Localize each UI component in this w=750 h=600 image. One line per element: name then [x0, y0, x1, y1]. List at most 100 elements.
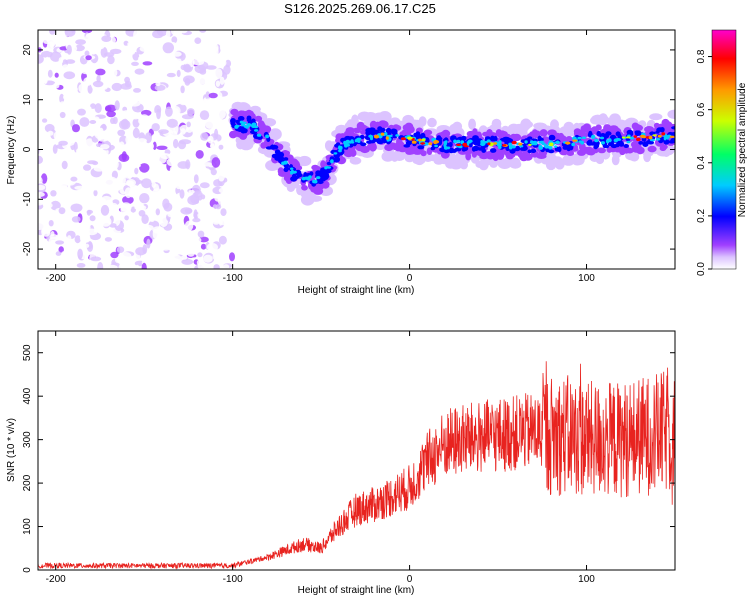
- spectrogram-marks: [38, 30, 675, 269]
- snr-frame: [37, 330, 676, 571]
- noise-blob: [169, 165, 178, 174]
- noise-blob: [38, 250, 50, 256]
- noise-blob: [38, 54, 44, 64]
- ridge-blob: [591, 134, 596, 140]
- ridge-blob: [317, 180, 324, 185]
- ridge-blob: [355, 144, 366, 152]
- noise-blob: [209, 143, 215, 149]
- ridge-peak: [511, 140, 517, 145]
- noise-blob: [70, 176, 78, 182]
- ridge-blob: [335, 124, 348, 135]
- ridge-blob: [586, 146, 593, 153]
- ridge-blob: [376, 140, 384, 145]
- noise-blob: [180, 85, 185, 94]
- noise-blob: [131, 153, 137, 164]
- noise-blob: [93, 147, 104, 156]
- ridge-peak: [625, 136, 631, 139]
- noise-blob: [210, 168, 217, 176]
- noise-blob: [70, 166, 75, 175]
- ridge-blob: [309, 171, 314, 176]
- noise-blob: [64, 30, 76, 37]
- noise-blob: [43, 202, 53, 209]
- noise-blob: [153, 247, 165, 257]
- noise-blob: [171, 30, 181, 36]
- noise-blob: [85, 55, 92, 61]
- ridge-blob: [450, 148, 457, 153]
- noise-blob: [74, 185, 86, 190]
- noise-blob: [135, 264, 140, 269]
- noise-blob: [177, 34, 188, 41]
- ridge-blob: [554, 145, 558, 148]
- noise-blob: [53, 131, 63, 141]
- noise-blob: [215, 80, 221, 87]
- ridge-blob: [436, 136, 443, 141]
- noise-blob: [155, 153, 167, 165]
- noise-blob: [250, 91, 255, 98]
- ridge-blob: [659, 127, 665, 133]
- noise-blob: [71, 216, 81, 223]
- ridge-blob: [415, 131, 421, 138]
- noise-blob: [169, 191, 174, 203]
- noise-blob: [181, 114, 194, 120]
- noise-blob: [171, 51, 182, 57]
- noise-blob: [207, 135, 214, 144]
- ridge-blob: [381, 151, 395, 162]
- ridge-blob: [237, 110, 245, 117]
- noise-blob: [199, 110, 210, 120]
- noise-blob: [93, 189, 98, 197]
- noise-blob: [167, 211, 175, 218]
- noise-blob: [131, 61, 139, 66]
- noise-blob: [179, 97, 187, 106]
- noise-blob: [201, 263, 214, 269]
- noise-blob: [155, 82, 161, 87]
- colorbar-tick-label: 0.2: [696, 209, 707, 223]
- noise-blob: [214, 194, 223, 202]
- noise-blob: [38, 223, 45, 230]
- noise-blob: [133, 30, 139, 41]
- ridge-blob: [635, 146, 645, 155]
- noise-blob: [179, 139, 191, 145]
- noise-blob: [226, 81, 233, 92]
- noise-blob: [162, 42, 174, 54]
- spectrogram-y-tick-label: 10: [22, 94, 33, 106]
- noise-blob: [81, 30, 93, 34]
- ridge-blob: [564, 125, 573, 133]
- noise-blob: [152, 188, 163, 195]
- noise-blob: [271, 210, 278, 216]
- ridge-blob: [313, 179, 318, 184]
- ridge-blob: [634, 130, 641, 137]
- ridge-blob: [369, 142, 377, 152]
- noise-blob: [72, 92, 82, 102]
- noise-blob: [56, 37, 68, 43]
- noise-blob: [205, 91, 210, 101]
- noise-blob: [76, 263, 86, 268]
- ridge-peak: [639, 134, 646, 138]
- ridge-peak: [373, 134, 380, 139]
- noise-blob: [219, 76, 225, 85]
- noise-blob: [146, 254, 154, 263]
- ridge-blob: [509, 157, 521, 169]
- ridge-blob: [499, 130, 506, 137]
- ridge-blob: [517, 152, 524, 158]
- spectrogram-x-tick-label: 100: [578, 273, 595, 284]
- ridge-blob: [269, 128, 282, 141]
- noise-blob: [92, 80, 104, 88]
- ridge-peak: [572, 139, 578, 142]
- noise-blob: [193, 174, 199, 184]
- ridge-blob: [615, 131, 621, 137]
- noise-blob: [77, 248, 83, 260]
- ridge-blob: [350, 149, 357, 157]
- noise-blob: [120, 202, 132, 213]
- ridge-blob: [434, 144, 438, 148]
- noise-blob: [208, 231, 217, 243]
- noise-blob: [50, 113, 58, 124]
- snr-x-tick-label: 100: [578, 574, 595, 585]
- noise-blob: [130, 66, 136, 71]
- noise-blob: [250, 155, 254, 160]
- noise-blob: [78, 83, 86, 93]
- noise-blob: [139, 163, 150, 173]
- ridge-blob: [354, 139, 359, 143]
- noise-blob: [149, 217, 155, 222]
- noise-blob: [46, 92, 54, 101]
- noise-blob: [322, 244, 329, 249]
